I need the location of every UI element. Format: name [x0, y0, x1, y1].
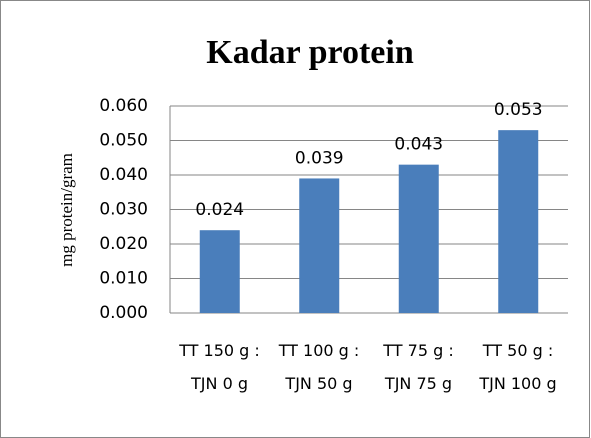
- bar: [498, 130, 539, 313]
- y-tick-label: 0.020: [99, 234, 148, 254]
- x-tick-label: TT 75 g : TJN 75 g: [383, 341, 454, 393]
- bar: [398, 164, 439, 313]
- bar: [199, 230, 240, 313]
- data-label: 0.024: [195, 200, 244, 220]
- y-axis-label: mg protein/gram: [57, 153, 76, 267]
- x-tick-label: TT 150 g : TJN 0 g: [179, 341, 260, 393]
- y-tick-label: 0.030: [99, 200, 148, 220]
- y-tick-label: 0.060: [99, 96, 148, 116]
- y-tick-label: 0.050: [99, 131, 148, 151]
- bar: [299, 178, 340, 313]
- data-label: 0.039: [295, 148, 344, 168]
- x-tick-label: TT 50 g : TJN 100 g: [479, 341, 557, 393]
- y-tick-label: 0.000: [99, 303, 148, 323]
- chart-title: Kadar protein: [206, 34, 414, 71]
- y-tick-label: 0.040: [99, 165, 148, 185]
- data-label: 0.043: [394, 135, 443, 155]
- x-tick-label: TT 100 g : TJN 50 g: [278, 341, 360, 393]
- data-label: 0.053: [494, 100, 543, 120]
- y-tick-label: 0.010: [99, 269, 148, 289]
